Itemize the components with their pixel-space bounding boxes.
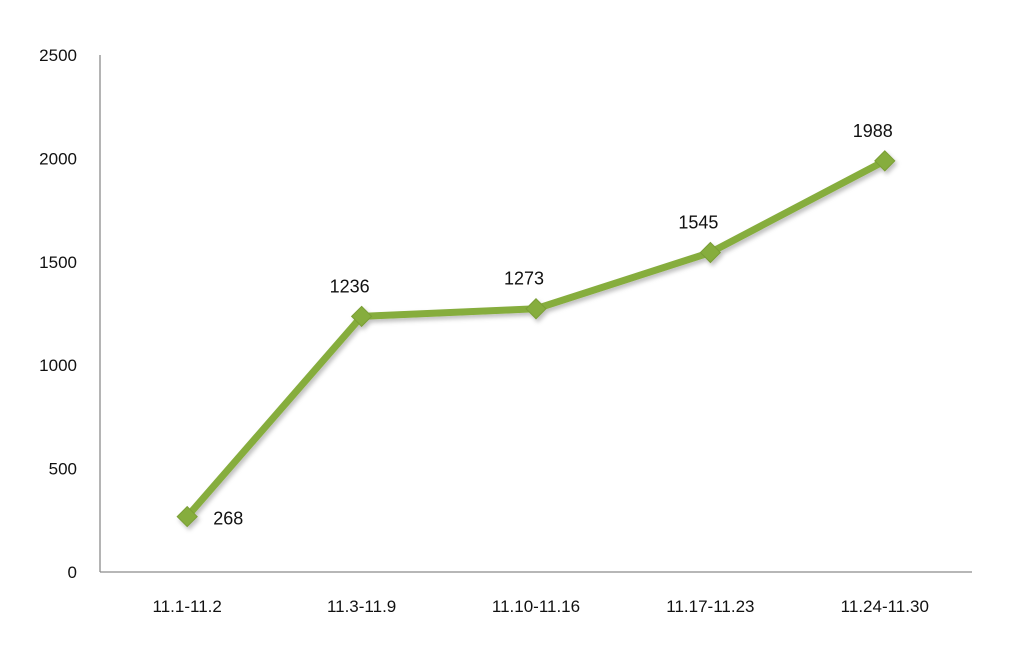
data-label: 1273 xyxy=(504,269,544,289)
series-line xyxy=(183,157,889,521)
y-tick-label: 500 xyxy=(49,460,77,479)
data-label: 1988 xyxy=(853,121,893,141)
y-tick-label: 2500 xyxy=(39,46,77,65)
data-point-marker xyxy=(874,150,896,172)
data-label: 268 xyxy=(213,509,243,529)
x-tick-label: 11.1-11.2 xyxy=(153,597,222,616)
data-point-marker xyxy=(350,305,373,328)
y-tick-label: 0 xyxy=(68,563,77,582)
x-axis-ticks: 11.1-11.2 11.3-11.9 11.10-11.16 11.17-11.23… xyxy=(153,597,929,616)
x-tick-label: 11.17-11.23 xyxy=(666,597,754,616)
series-group xyxy=(176,150,896,528)
data-point-marker xyxy=(176,505,198,528)
y-tick-label: 1000 xyxy=(39,356,77,375)
y-tick-label: 2000 xyxy=(39,149,77,168)
data-point-marker xyxy=(699,241,722,264)
y-axis-ticks: 0 500 1000 1500 2000 2500 xyxy=(39,46,77,582)
data-label: 1545 xyxy=(678,212,718,232)
x-tick-label: 11.3-11.9 xyxy=(327,597,396,616)
data-label: 1236 xyxy=(330,276,370,296)
data-point-marker xyxy=(525,298,547,320)
y-tick-label: 1500 xyxy=(39,253,77,272)
data-labels: 268 1236 1273 1545 1988 xyxy=(213,121,893,529)
x-tick-label: 11.24-11.30 xyxy=(841,597,929,616)
x-tick-label: 11.10-11.16 xyxy=(492,597,580,616)
